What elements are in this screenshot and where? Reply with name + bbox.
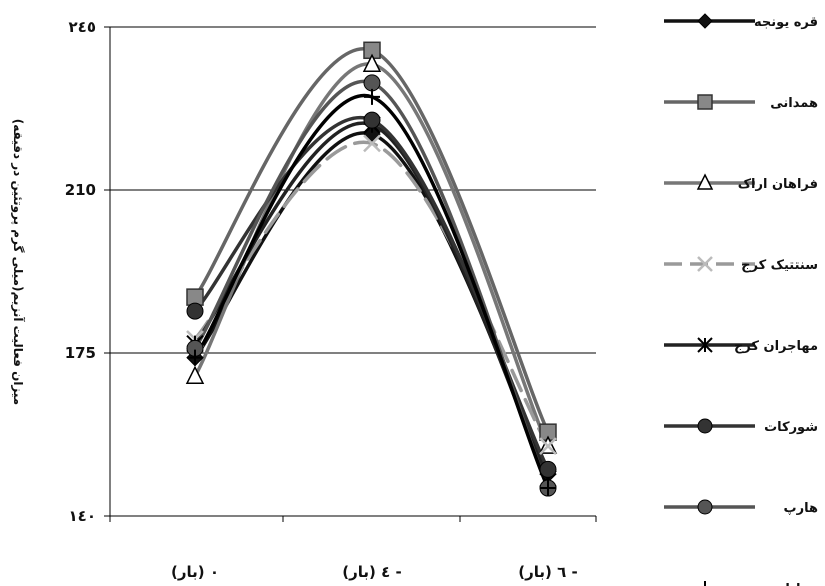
gridlines: [110, 27, 596, 353]
marker-circle: [187, 303, 203, 319]
marker-circle: [698, 500, 712, 514]
x-category-labels: (بار) ٠ (بار) ٤ - (بار) ٦ -: [171, 563, 578, 581]
x-category-label: (بار) ٤ -: [342, 563, 401, 581]
marker-circle: [364, 112, 380, 128]
legend: قره یونجه همدانی فراهان اراک سنتتیک کرج مهاج…: [664, 14, 818, 586]
legend-label: همدانی: [770, 96, 818, 111]
legend-label: قره یونجه: [754, 15, 818, 30]
x-category-label: (بار) ٦ -: [518, 563, 577, 581]
marker-circle: [364, 75, 380, 91]
y-tick-label: 175: [65, 344, 96, 362]
y-axis-label: میزان فعالیت آنزیم(میلی گرم پروتئین در د…: [10, 119, 26, 405]
series-lines: [187, 42, 556, 496]
marker-triangle: [187, 367, 203, 383]
legend-label: هارپ: [784, 501, 818, 516]
legend-label: فراهان اراک: [738, 177, 818, 192]
y-tick-label: ٢٤٥: [69, 18, 96, 36]
legend-label: سنتتیک کرج: [741, 258, 818, 273]
legend-label: جولیا: [785, 582, 818, 586]
legend-label: شورکات: [764, 420, 818, 435]
y-tick-label: ١٤٠: [69, 507, 96, 525]
marker-diamond: [698, 14, 712, 28]
legend-label: مهاجران کرج: [734, 339, 818, 354]
y-tick-labels: ١٤٠ 175 210 ٢٤٥: [65, 18, 96, 525]
marker-circle: [698, 419, 712, 433]
marker-square: [698, 95, 712, 109]
marker-circle: [540, 461, 556, 477]
marker-plus: [698, 581, 712, 586]
marker-plus: [364, 89, 380, 105]
y-tick-label: 210: [65, 181, 96, 199]
x-category-label: (بار) ٠: [171, 563, 219, 581]
